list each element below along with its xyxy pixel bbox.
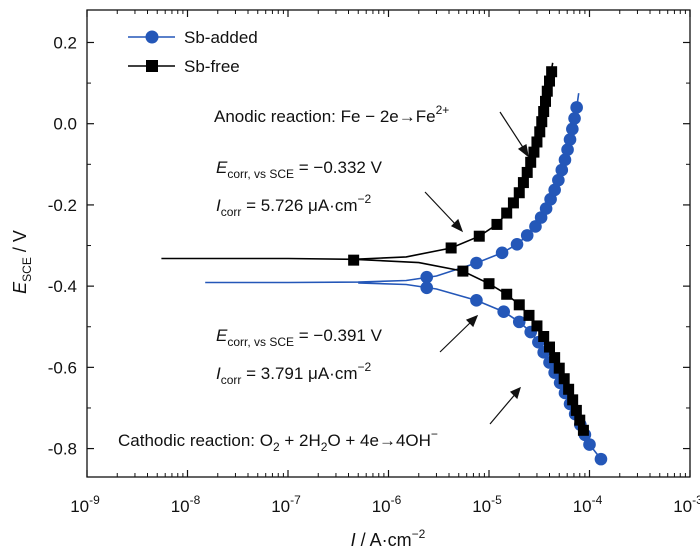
data-point-sb-free [501, 288, 513, 300]
legend-marker-sb-added [145, 30, 159, 44]
data-point-sb-free [538, 106, 550, 118]
data-point-sb-free [544, 75, 556, 87]
arrow-anodic-head [517, 144, 529, 158]
x-tick-label: 10-9 [70, 493, 100, 516]
x-tick-label: 10-4 [573, 493, 603, 516]
data-point-sb-free [577, 424, 589, 436]
annotation-added-icorr: Icorr = 3.791 μA·cm−2 [216, 360, 372, 387]
x-tick-label: 10-6 [372, 493, 402, 516]
data-point-sb-added [583, 438, 596, 451]
annotation-free-icorr: Icorr = 5.726 μA·cm−2 [216, 192, 372, 219]
plot-frame [86, 9, 691, 478]
data-point-sb-free [525, 156, 537, 168]
data-point-sb-free [549, 352, 561, 364]
data-point-sb-added [561, 143, 574, 156]
arrow-added-ecorr [439, 319, 474, 353]
x-tick-label: 10-7 [271, 493, 301, 516]
x-tick-label: 10-8 [171, 493, 201, 516]
data-point-sb-added [512, 315, 526, 329]
arrow-cathodic-head [509, 386, 521, 400]
annotation-cathodic: Cathodic reaction: O2 + 2H2O + 4e→4OH− [118, 427, 438, 454]
data-point-sb-free [567, 394, 579, 406]
data-point-sb-free [538, 330, 550, 342]
data-point-sb-added [552, 173, 565, 187]
data-point-sb-free [491, 218, 503, 230]
data-point-sb-free [574, 414, 586, 426]
data-point-sb-added [548, 183, 561, 197]
arrow-cathodic [489, 391, 518, 425]
data-point-sb-free [540, 95, 552, 107]
y-tick-label: 0.0 [53, 115, 77, 134]
legend-label-sb-free: Sb-free [184, 57, 240, 76]
data-point-sb-added [495, 246, 509, 260]
data-point-sb-added [510, 238, 524, 251]
data-point-sb-added [555, 163, 569, 177]
y-tick-label: -0.8 [48, 440, 77, 459]
legend-marker-sb-free [146, 60, 158, 72]
y-tick-label: 0.2 [53, 33, 77, 52]
data-point-sb-free [531, 320, 543, 332]
data-point-sb-added [563, 133, 577, 146]
data-point-sb-free [553, 362, 565, 374]
y-axis-title: ESCE / V [10, 230, 34, 294]
data-point-sb-added [470, 256, 483, 270]
series-markers [348, 66, 608, 466]
data-point-sb-free [546, 66, 558, 78]
data-point-sb-added [568, 112, 581, 125]
arrow-anodic [499, 111, 527, 153]
x-tick-label: 10-5 [472, 493, 502, 516]
data-point-sb-free [483, 278, 495, 290]
data-point-sb-free [536, 116, 548, 128]
data-point-sb-free [544, 341, 556, 353]
data-point-sb-added [558, 153, 572, 167]
x-axis-title: I / A·cm−2 [351, 527, 426, 550]
data-point-sb-added [594, 452, 608, 466]
data-point-sb-added [420, 270, 434, 284]
y-tick-label: -0.6 [48, 358, 77, 377]
data-point-sb-free [523, 309, 535, 321]
data-point-sb-added [570, 101, 583, 114]
legend: Sb-added Sb-free [128, 28, 258, 76]
y-tick-label: -0.4 [48, 277, 77, 296]
arrow-added-ecorr-head [465, 314, 479, 328]
data-point-sb-free [541, 85, 553, 97]
data-point-sb-added [470, 294, 483, 307]
data-point-sb-free [521, 166, 533, 178]
arrow-free-ecorr-head [450, 218, 464, 233]
data-point-sb-free [348, 254, 360, 266]
annotation-anodic: Anodic reaction: Fe − 2e→Fe2+ [214, 103, 449, 126]
y-tick-label: -0.2 [48, 196, 77, 215]
data-point-sb-free [528, 146, 540, 158]
data-point-sb-free [513, 299, 525, 311]
arrow-free-ecorr [424, 191, 459, 228]
data-point-sb-free [570, 404, 582, 416]
data-point-sb-free [517, 177, 529, 189]
legend-label-sb-added: Sb-added [184, 28, 258, 47]
x-tick-label: 10-3 [673, 493, 700, 516]
data-point-sb-free [531, 136, 543, 148]
data-point-sb-added [520, 229, 534, 242]
data-point-sb-added [539, 202, 553, 215]
data-point-sb-free [563, 383, 575, 395]
data-point-sb-free [457, 265, 469, 277]
annotation-added-ecorr: Ecorr, vs SCE = −0.391 V [216, 326, 383, 349]
data-point-sb-free [473, 230, 485, 242]
data-point-sb-free [501, 207, 513, 219]
data-point-sb-free [534, 126, 546, 138]
data-point-sb-free [558, 373, 570, 385]
data-point-sb-free [445, 242, 457, 254]
data-point-sb-added [566, 122, 579, 136]
data-point-sb-added [497, 305, 510, 319]
data-point-sb-added [420, 281, 434, 295]
axis-ticks: 10-9 10-8 10-7 10-6 10-5 10-4 10-3 0.2 0.0 -0.2 -0… [48, 10, 700, 516]
data-point-sb-free [507, 197, 519, 209]
annotation-arrows [424, 111, 529, 425]
annotation-free-ecorr: Ecorr, vs SCE = −0.332 V [216, 158, 383, 181]
data-point-sb-free [513, 187, 525, 199]
